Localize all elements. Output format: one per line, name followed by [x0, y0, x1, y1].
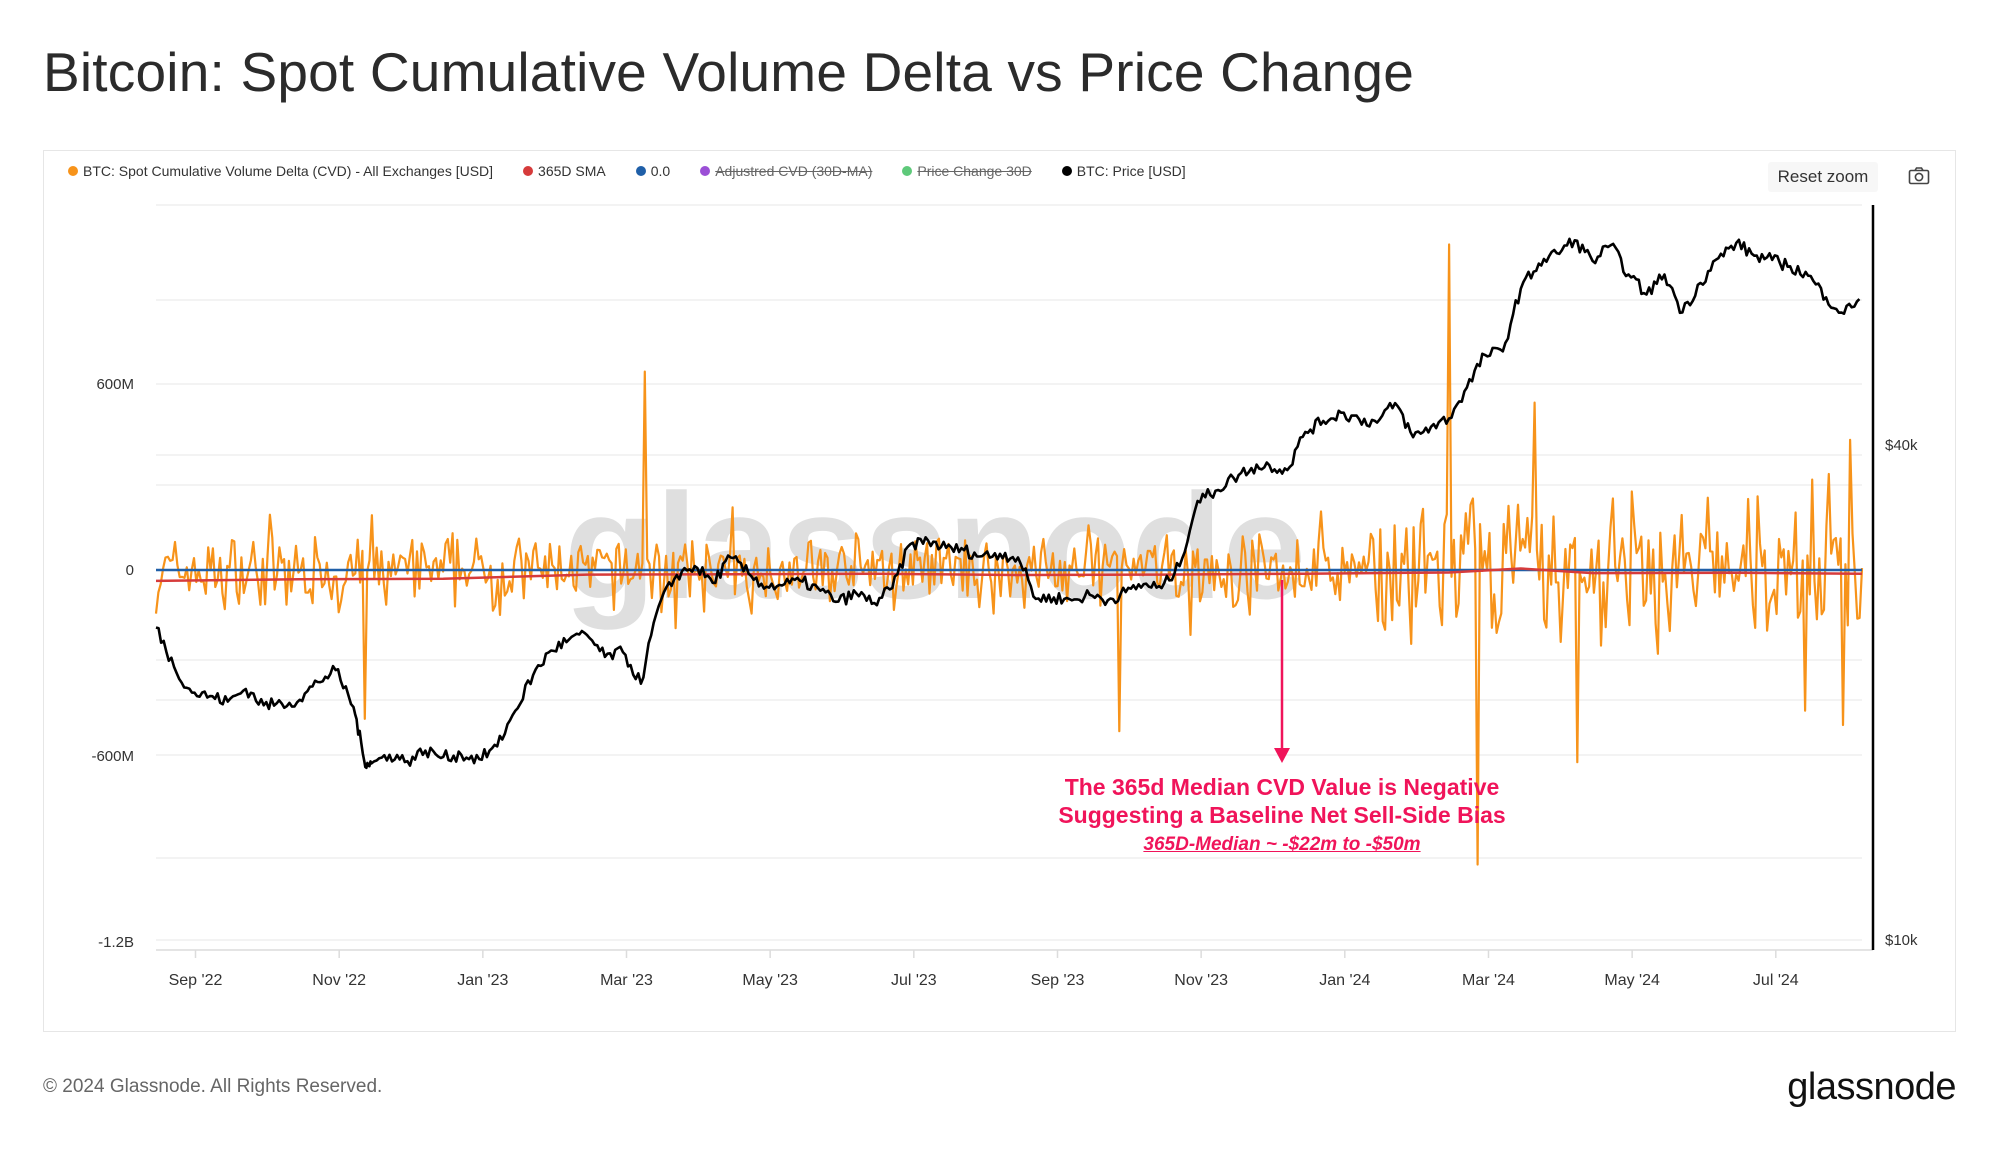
legend-marker-icon [700, 166, 711, 176]
x-tick-label: Sep '23 [1031, 972, 1085, 989]
annotation-line-1: The 365d Median CVD Value is Negative [1064, 774, 1500, 800]
legend-marker-icon [523, 166, 534, 176]
legend-marker-icon [1061, 166, 1072, 176]
y-left-tick-label: -600M [91, 748, 134, 765]
legend-label: BTC: Price [USD] [1076, 163, 1186, 179]
legend-label: 365D SMA [538, 163, 606, 179]
glassnode-logo: glassnode [1787, 1066, 1956, 1108]
legend-marker-icon [902, 166, 913, 176]
camera-icon[interactable] [1908, 166, 1930, 186]
y-left-tick-label: 0 [126, 562, 134, 579]
cvd-series-line [154, 243, 1864, 866]
legend-label: Price Change 30D [917, 163, 1032, 179]
x-tick-label: Nov '23 [1174, 972, 1228, 989]
x-tick-label: Mar '23 [600, 972, 653, 989]
x-tick-label: Jan '24 [1319, 972, 1370, 989]
chart-legend: BTC: Spot Cumulative Volume Delta (CVD) … [68, 163, 1186, 179]
y-right-tick-label: $40k [1885, 437, 1918, 454]
x-tick-label: Nov '22 [312, 972, 366, 989]
legend-item[interactable]: BTC: Spot Cumulative Volume Delta (CVD) … [68, 163, 493, 179]
x-tick-label: May '23 [742, 972, 798, 989]
legend-label: 0.0 [650, 163, 671, 179]
sma-365d-line [155, 567, 1863, 583]
annotation-arrow-head-icon [1274, 748, 1290, 763]
legend-marker-icon [635, 166, 646, 176]
page-title: Bitcoin: Spot Cumulative Volume Delta vs… [43, 41, 1414, 103]
legend-item[interactable]: 365D SMA [523, 163, 606, 179]
btc-price-line [155, 237, 1861, 770]
y-right-tick-label: $10k [1885, 932, 1918, 949]
legend-item[interactable]: Adjustred CVD (30D-MA) [700, 163, 872, 179]
legend-item[interactable]: 0.0 [635, 163, 671, 179]
annotation-line-2: Suggesting a Baseline Net Sell-Side Bias [1058, 802, 1506, 828]
x-tick-label: May '24 [1604, 972, 1660, 989]
y-left-tick-label: 600M [96, 376, 134, 393]
legend-item[interactable]: Price Change 30D [902, 163, 1032, 179]
legend-label: BTC: Spot Cumulative Volume Delta (CVD) … [83, 163, 494, 179]
chart-container [43, 150, 1956, 1032]
legend-marker-icon [68, 166, 78, 176]
x-tick-label: Jul '23 [891, 972, 937, 989]
x-tick-label: Jul '24 [1753, 972, 1799, 989]
copyright-text: © 2024 Glassnode. All Rights Reserved. [43, 1076, 383, 1097]
legend-item[interactable]: BTC: Price [USD] [1061, 163, 1186, 179]
watermark: glassnode [564, 462, 1306, 630]
x-tick-label: Jan '23 [457, 972, 508, 989]
x-tick-label: Mar '24 [1462, 972, 1515, 989]
annotation-line-3: 365D-Median ~ -$22m to -$50m [1143, 834, 1421, 855]
y-left-tick-label: -1.2B [98, 934, 134, 951]
reset-zoom-button[interactable]: Reset zoom [1768, 162, 1878, 192]
legend-label: Adjustred CVD (30D-MA) [715, 163, 873, 179]
x-tick-label: Sep '22 [169, 972, 223, 989]
